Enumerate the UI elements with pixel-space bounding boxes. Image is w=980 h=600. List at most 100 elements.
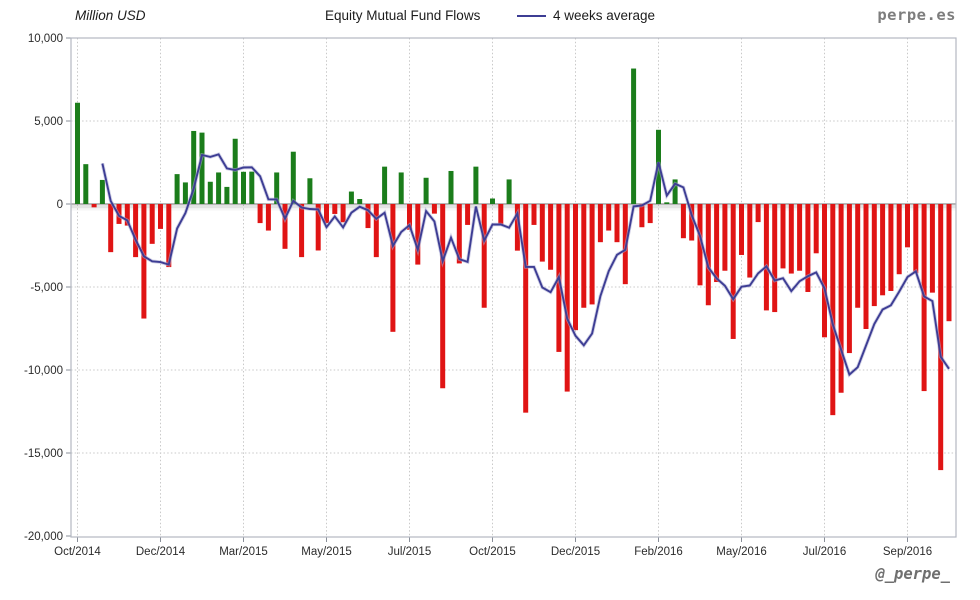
- flow-bar: [647, 204, 653, 224]
- flow-bar: [265, 204, 271, 231]
- x-tick-label: Sep/2016: [883, 546, 932, 558]
- plot-frame: [70, 37, 957, 538]
- y-tick-label: -20,000: [24, 531, 63, 543]
- flow-bar: [946, 204, 952, 322]
- flow-bar: [249, 171, 255, 204]
- flow-bar: [564, 204, 570, 392]
- unit-label: Million USD: [75, 8, 146, 23]
- y-tick-label: 5,000: [34, 116, 63, 128]
- flow-bar: [465, 204, 471, 225]
- x-tick-label: Dec/2015: [551, 546, 600, 558]
- flow-bar: [290, 151, 296, 204]
- flow-bar: [407, 204, 412, 230]
- flow-bar: [257, 204, 263, 224]
- flow-bar: [75, 102, 80, 204]
- flow-bar: [158, 204, 163, 229]
- site-watermark: perpe.es: [877, 6, 956, 24]
- x-tick-label: Mar/2015: [219, 546, 268, 558]
- flow-bar: [523, 204, 529, 413]
- flow-bar: [672, 179, 678, 204]
- flow-bar: [531, 204, 537, 225]
- flow-bar: [714, 204, 720, 283]
- flow-bar: [241, 171, 246, 204]
- flow-bar: [888, 204, 894, 291]
- x-tick-label: Dec/2014: [136, 546, 186, 558]
- flow-bar: [788, 204, 794, 274]
- y-tick-label: 0: [57, 199, 63, 211]
- flow-bar: [763, 204, 769, 311]
- handle-watermark: @_perpe_: [875, 565, 950, 583]
- flow-bar: [548, 204, 554, 270]
- flow-bar: [307, 178, 313, 204]
- flow-bar: [174, 174, 180, 204]
- flow-bar: [805, 204, 811, 292]
- flow-bar: [365, 204, 371, 229]
- flow-bar: [631, 68, 637, 204]
- flow-bar: [274, 172, 280, 204]
- flow-bar: [929, 204, 935, 293]
- flow-bar: [822, 204, 827, 338]
- flow-bar: [863, 204, 869, 329]
- flow-bar: [871, 204, 877, 307]
- flow-bar: [755, 204, 761, 223]
- flow-bar: [772, 204, 778, 313]
- flow-bar: [573, 204, 578, 331]
- flow-bar: [398, 172, 404, 204]
- flow-bar: [705, 204, 711, 306]
- flow-bar: [722, 204, 728, 271]
- flow-bar: [830, 204, 836, 416]
- flow-bar: [149, 204, 155, 244]
- flow-bar: [83, 164, 89, 204]
- flow-bar: [166, 204, 172, 268]
- flow-bar: [199, 132, 205, 204]
- x-tick-label: May/2015: [301, 546, 352, 558]
- flow-bar: [846, 204, 852, 354]
- flow-bar: [282, 204, 288, 249]
- flow-bar: [216, 172, 222, 204]
- flow-bar: [905, 204, 910, 248]
- flow-bar: [490, 198, 495, 204]
- flow-bar: [124, 204, 130, 226]
- flow-bar: [880, 204, 886, 296]
- flow-bar: [133, 204, 139, 258]
- flow-bar: [614, 204, 620, 243]
- flow-bar: [506, 179, 512, 204]
- average-line: [101, 153, 950, 377]
- flow-bar: [431, 204, 437, 214]
- flow-bar: [440, 204, 446, 389]
- zero-line-shadow: [71, 208, 956, 211]
- flow-bar: [498, 204, 504, 225]
- flow-bar: [747, 204, 753, 278]
- flow-bar: [780, 204, 786, 269]
- flow-bar: [340, 204, 346, 223]
- flow-bar: [938, 204, 944, 471]
- flow-bar: [739, 204, 744, 255]
- legend-label: 4 weeks average: [553, 8, 656, 23]
- flow-bar: [357, 199, 363, 204]
- flow-bar: [448, 170, 454, 204]
- flow-bar: [697, 204, 703, 286]
- flow-bar: [373, 204, 379, 258]
- flow-bar: [141, 204, 147, 319]
- flow-bar: [382, 166, 388, 204]
- flow-bar: [324, 204, 329, 224]
- flow-bar: [855, 204, 861, 308]
- flow-bar: [481, 204, 487, 308]
- x-tick-label: Oct/2015: [469, 546, 516, 558]
- x-tick-label: Feb/2016: [634, 546, 683, 558]
- flow-bar: [332, 204, 338, 214]
- chart-title: Equity Mutual Fund Flows: [325, 8, 481, 23]
- flow-bar: [589, 204, 595, 305]
- x-tick-label: Jul/2016: [803, 546, 846, 558]
- x-tick-label: May/2016: [716, 546, 767, 558]
- y-tick-label: -5,000: [30, 282, 63, 294]
- flow-bar: [730, 204, 736, 339]
- flow-bar: [299, 204, 305, 258]
- flow-bar: [838, 204, 844, 393]
- flow-bar: [224, 186, 230, 204]
- x-tick-label: Oct/2014: [54, 546, 101, 558]
- flow-bar: [797, 204, 803, 271]
- flow-bar: [597, 204, 603, 243]
